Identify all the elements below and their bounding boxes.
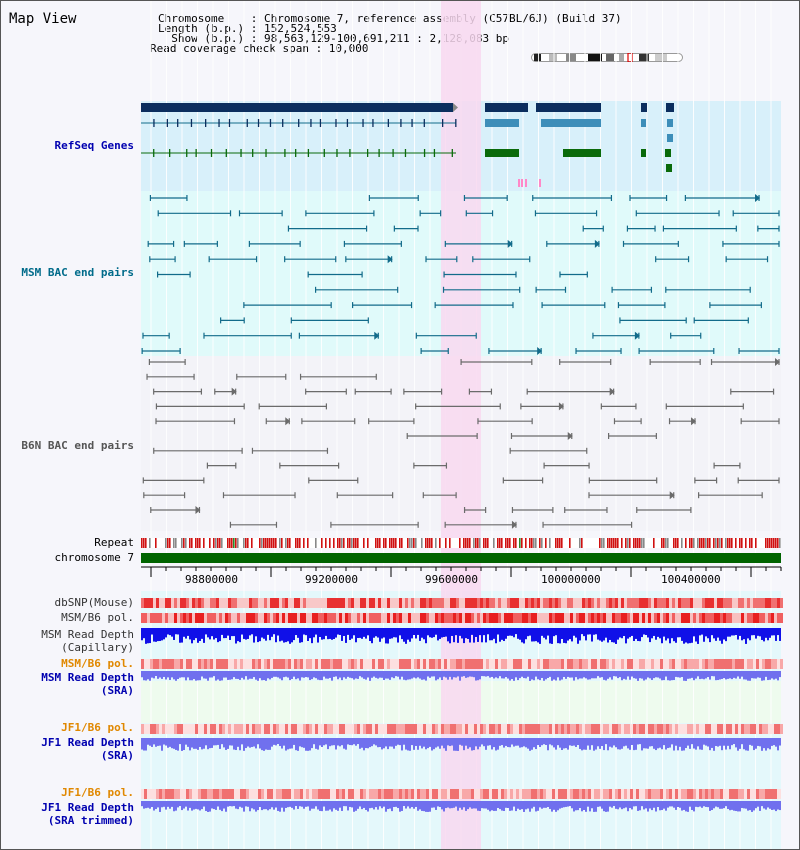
msm-read-depth-sra-label[interactable]: MSM Read Depth (SRA) [41,671,134,697]
msm-bac-label[interactable]: MSM BAC end pairs [21,266,134,279]
msm-b6-pol-2-heat [141,659,783,669]
view-title: Map View [9,11,77,27]
repeat-track [141,538,781,548]
b6n-bac-end-pairs [142,358,780,529]
msm-b6-pol-label[interactable]: MSM/B6 pol. [61,611,134,624]
msm-depth-sra [141,671,781,681]
b6n-bac-label[interactable]: B6N BAC end pairs [21,439,134,452]
refseq-genes-label[interactable]: RefSeq Genes [54,139,134,152]
jf1-depth-sra [141,738,781,751]
refseq-gene-models [141,103,674,187]
chromosome-track-label: chromosome 7 [54,551,134,564]
msm-b6-pol-2-label[interactable]: MSM/B6 pol. [61,657,134,670]
axis-tick-label: 99200000 [305,573,358,586]
msm-depth-capillary [141,628,781,644]
jf1-b6-pol-heat [141,724,783,734]
jf1-b6-pol-label[interactable]: JF1/B6 pol. [61,721,134,734]
msm-b6-pol-heat [141,613,783,623]
axis-tick-label: 99600000 [425,573,478,586]
selected-region-highlight [441,1,481,849]
gridlines [150,1,772,849]
position-axis [141,566,782,577]
jf1-read-depth-sra-label[interactable]: JF1 Read Depth (SRA) [41,736,134,762]
axis-tick-label: 100400000 [661,573,721,586]
jf1-b6-pol-2-heat [141,789,781,799]
repeat-label: Repeat [94,536,134,549]
msm-read-depth-capillary-label[interactable]: MSM Read Depth (Capillary) [41,628,134,654]
axis-tick-label: 98800000 [185,573,238,586]
axis-tick-label: 100000000 [541,573,601,586]
dbsnp-heat [141,598,783,608]
msm-bac-end-pairs [141,194,780,355]
jf1-read-depth-trimmed-label[interactable]: JF1 Read Depth (SRA trimmed) [41,801,134,827]
length-info: Length (b.p.) : 152,524,553 [158,22,337,35]
jf1-b6-pol-2-label[interactable]: JF1/B6 pol. [61,786,134,799]
dbsnp-label[interactable]: dbSNP(Mouse) [54,596,134,609]
jf1-depth-trimmed [141,801,781,812]
chromosome-bar [141,553,781,563]
